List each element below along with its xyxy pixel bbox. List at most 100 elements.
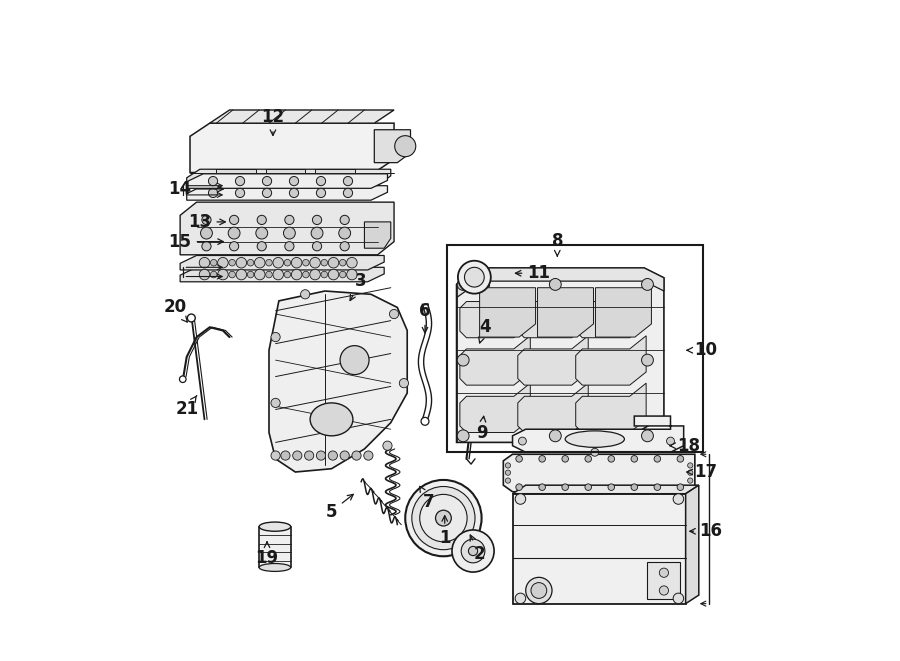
Circle shape [608,484,615,490]
Circle shape [340,346,369,375]
Circle shape [382,441,392,450]
Circle shape [516,484,522,490]
Circle shape [585,455,591,462]
Polygon shape [518,288,589,338]
Circle shape [273,269,284,280]
Polygon shape [537,288,593,337]
Text: 19: 19 [256,542,279,566]
Circle shape [211,271,217,278]
Polygon shape [686,485,698,603]
Text: 17: 17 [687,463,717,481]
Circle shape [201,227,212,239]
Circle shape [284,259,291,266]
Polygon shape [190,123,394,173]
Circle shape [688,463,693,468]
Text: 13: 13 [188,213,225,231]
Circle shape [419,494,467,542]
Circle shape [642,430,653,442]
Text: 7: 7 [419,486,435,511]
Circle shape [562,484,569,490]
Polygon shape [364,222,391,249]
Circle shape [202,215,211,225]
Circle shape [688,470,693,475]
Circle shape [271,332,280,342]
Polygon shape [180,267,384,282]
Circle shape [236,188,245,198]
Circle shape [263,176,272,186]
Circle shape [340,242,349,251]
Polygon shape [576,383,646,432]
Circle shape [421,417,429,425]
Circle shape [660,586,669,595]
Circle shape [673,494,684,504]
Circle shape [229,259,236,266]
Circle shape [516,455,522,462]
Text: 20: 20 [163,299,187,322]
Polygon shape [647,563,680,599]
Ellipse shape [259,522,291,531]
Circle shape [302,271,309,278]
Circle shape [667,437,674,445]
Circle shape [631,455,637,462]
Circle shape [344,188,353,198]
Circle shape [515,494,526,504]
Circle shape [209,176,218,186]
Circle shape [321,259,328,266]
Text: 16: 16 [689,522,722,540]
Circle shape [585,484,591,490]
Circle shape [364,451,373,460]
Ellipse shape [310,403,353,436]
Polygon shape [186,174,388,188]
Circle shape [248,271,254,278]
Polygon shape [503,454,695,492]
Polygon shape [512,416,684,452]
Circle shape [292,269,302,280]
Circle shape [688,478,693,483]
Polygon shape [460,288,530,338]
Circle shape [230,242,238,251]
Circle shape [338,227,351,239]
Circle shape [346,269,357,280]
Circle shape [518,437,526,445]
Circle shape [255,257,265,268]
Polygon shape [180,202,394,254]
Circle shape [352,451,361,460]
Circle shape [457,430,469,442]
Circle shape [271,399,280,408]
Circle shape [236,176,245,186]
Circle shape [412,486,475,550]
Circle shape [292,451,302,460]
Circle shape [311,227,323,239]
Circle shape [436,510,451,526]
Circle shape [340,451,349,460]
Polygon shape [315,169,355,173]
Circle shape [304,451,314,460]
Circle shape [273,257,284,268]
Circle shape [395,136,416,157]
Circle shape [505,470,510,475]
Polygon shape [596,288,652,337]
Circle shape [284,227,295,239]
Circle shape [468,547,478,556]
Polygon shape [210,110,394,123]
Text: 21: 21 [176,395,198,418]
Polygon shape [518,336,589,385]
Circle shape [211,259,217,266]
Polygon shape [180,255,384,270]
Circle shape [257,215,266,225]
Circle shape [390,309,399,319]
Polygon shape [460,383,530,432]
Circle shape [642,278,653,290]
Polygon shape [480,288,536,337]
Circle shape [218,257,229,268]
Polygon shape [512,494,686,603]
Circle shape [202,242,211,251]
Circle shape [328,451,338,460]
Circle shape [229,271,236,278]
Circle shape [339,271,346,278]
Circle shape [346,257,357,268]
Text: 10: 10 [687,341,717,359]
Circle shape [229,227,240,239]
Circle shape [515,593,526,603]
Polygon shape [266,169,305,173]
